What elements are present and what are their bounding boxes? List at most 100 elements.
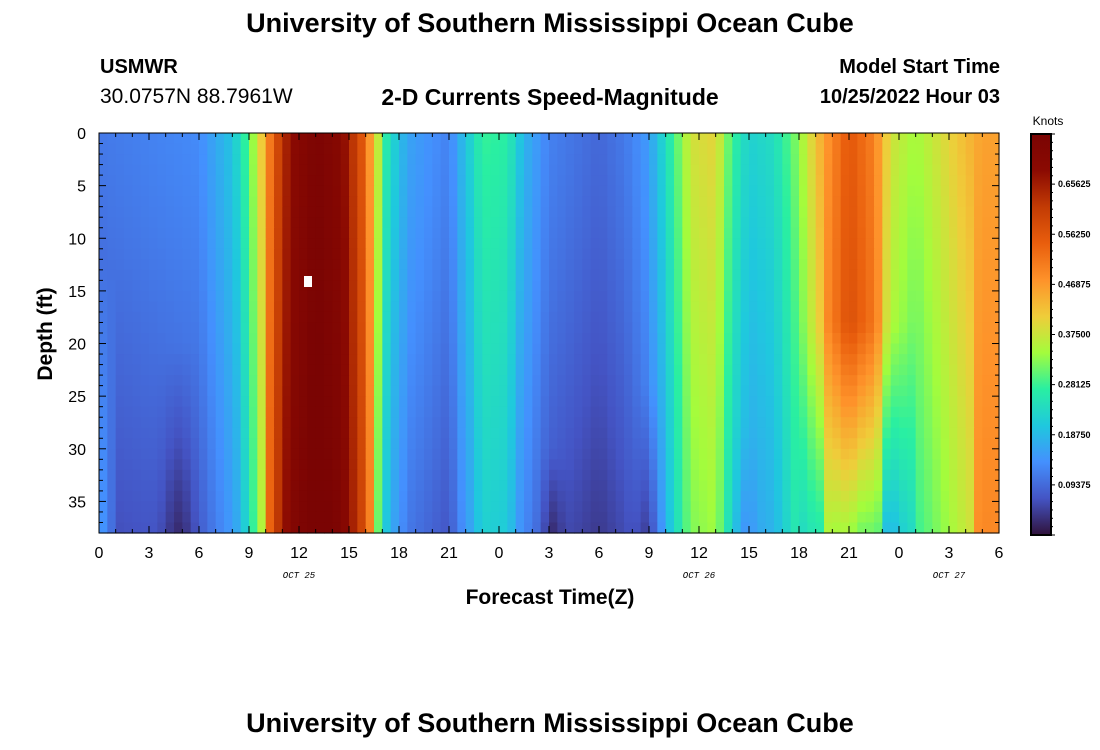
- heatmap-cell: [165, 490, 175, 503]
- heatmap-cell: [582, 238, 592, 250]
- heatmap-cell: [949, 133, 958, 145]
- heatmap-cell: [507, 364, 517, 376]
- heatmap-cell: [524, 333, 533, 345]
- heatmap-cell: [882, 196, 892, 208]
- heatmap-cell: [399, 406, 408, 418]
- heatmap-cell: [107, 290, 117, 303]
- heatmap-cell: [890, 311, 900, 324]
- heatmap-cell: [224, 501, 233, 513]
- heatmap-cell: [682, 143, 692, 155]
- heatmap-cell: [857, 459, 867, 471]
- heatmap-cell: [840, 490, 850, 503]
- heatmap-cell: [449, 133, 458, 145]
- heatmap-cell: [890, 154, 900, 166]
- heatmap-cell: [307, 459, 317, 471]
- heatmap-cell: [232, 259, 242, 271]
- heatmap-cell: [649, 427, 658, 439]
- heatmap-cell: [932, 290, 942, 303]
- heatmap-cell: [299, 154, 308, 166]
- heatmap-cell: [899, 143, 908, 155]
- heatmap-cell: [382, 333, 392, 345]
- heatmap-cell: [107, 154, 117, 166]
- heatmap-cell: [765, 154, 775, 166]
- heatmap-cell: [907, 311, 917, 324]
- heatmap-cell: [107, 196, 117, 208]
- heatmap-cell: [174, 196, 183, 208]
- heatmap-cell: [224, 301, 233, 313]
- heatmap-cell: [749, 469, 758, 481]
- heatmap-cell: [415, 185, 425, 197]
- heatmap-cell: [199, 459, 208, 471]
- heatmap-cell: [390, 343, 400, 355]
- heatmap-cell: [315, 385, 325, 397]
- heatmap-cell: [932, 375, 942, 387]
- heatmap-cell: [549, 280, 558, 292]
- heatmap-cell: [840, 248, 850, 260]
- heatmap-cell: [924, 511, 933, 524]
- heatmap-cell: [207, 354, 217, 366]
- heatmap-cell: [840, 259, 850, 271]
- heatmap-cell: [749, 406, 758, 418]
- heatmap-cell: [382, 133, 392, 145]
- heatmap-cell: [357, 427, 367, 439]
- heatmap-cell: [524, 385, 533, 397]
- heatmap-cell: [949, 522, 958, 534]
- heatmap-cell: [115, 396, 125, 408]
- heatmap-cell: [307, 364, 317, 376]
- heatmap-cell: [882, 364, 892, 376]
- heatmap-cell: [165, 385, 175, 397]
- heatmap-cell: [290, 448, 300, 460]
- heatmap-cell: [515, 206, 525, 218]
- heatmap-cell: [799, 301, 808, 313]
- heatmap-cell: [132, 164, 142, 176]
- heatmap-cell: [99, 343, 108, 355]
- heatmap-cell: [390, 185, 400, 197]
- heatmap-cell: [974, 469, 983, 481]
- heatmap-cell: [865, 196, 875, 208]
- heatmap-cell: [549, 185, 558, 197]
- heatmap-cell: [674, 343, 683, 355]
- heatmap-cell: [940, 511, 950, 524]
- heatmap-cell: [899, 480, 908, 492]
- heatmap-cell: [290, 522, 300, 534]
- heatmap-cell: [524, 469, 533, 481]
- heatmap-cell: [399, 427, 408, 439]
- heatmap-cell: [524, 290, 533, 303]
- heatmap-cell: [157, 459, 167, 471]
- heatmap-cell: [224, 154, 233, 166]
- heatmap-cell: [807, 364, 817, 376]
- heatmap-cell: [932, 322, 942, 334]
- heatmap-cell: [407, 448, 417, 460]
- heatmap-cell: [399, 206, 408, 218]
- heatmap-cell: [799, 375, 808, 387]
- heatmap-cell: [357, 354, 367, 366]
- heatmap-cell: [349, 206, 358, 218]
- heatmap-cell: [299, 417, 308, 429]
- heatmap-cell: [324, 385, 333, 397]
- heatmap-cell: [149, 459, 158, 471]
- heatmap-cell: [599, 206, 608, 218]
- heatmap-cell: [682, 280, 692, 292]
- heatmap-cell: [882, 333, 892, 345]
- heatmap-cell: [215, 154, 225, 166]
- heatmap-cell: [749, 311, 758, 324]
- heatmap-cell: [224, 375, 233, 387]
- heatmap-cell: [782, 259, 792, 271]
- heatmap-cell: [224, 238, 233, 250]
- heatmap-cell: [649, 301, 658, 313]
- heatmap-cell: [332, 480, 342, 492]
- heatmap-cell: [274, 133, 283, 145]
- heatmap-cell: [915, 354, 925, 366]
- heatmap-cell: [557, 396, 567, 408]
- heatmap-cell: [957, 133, 967, 145]
- heatmap-cell: [699, 438, 708, 450]
- heatmap-cell: [399, 448, 408, 460]
- heatmap-cell: [482, 164, 492, 176]
- heatmap-cell: [432, 438, 442, 450]
- heatmap-cell: [674, 522, 683, 534]
- heatmap-cell: [757, 248, 767, 260]
- heatmap-cell: [824, 206, 833, 218]
- heatmap-cell: [965, 311, 975, 324]
- heatmap-cell: [690, 248, 700, 260]
- heatmap-cell: [665, 143, 675, 155]
